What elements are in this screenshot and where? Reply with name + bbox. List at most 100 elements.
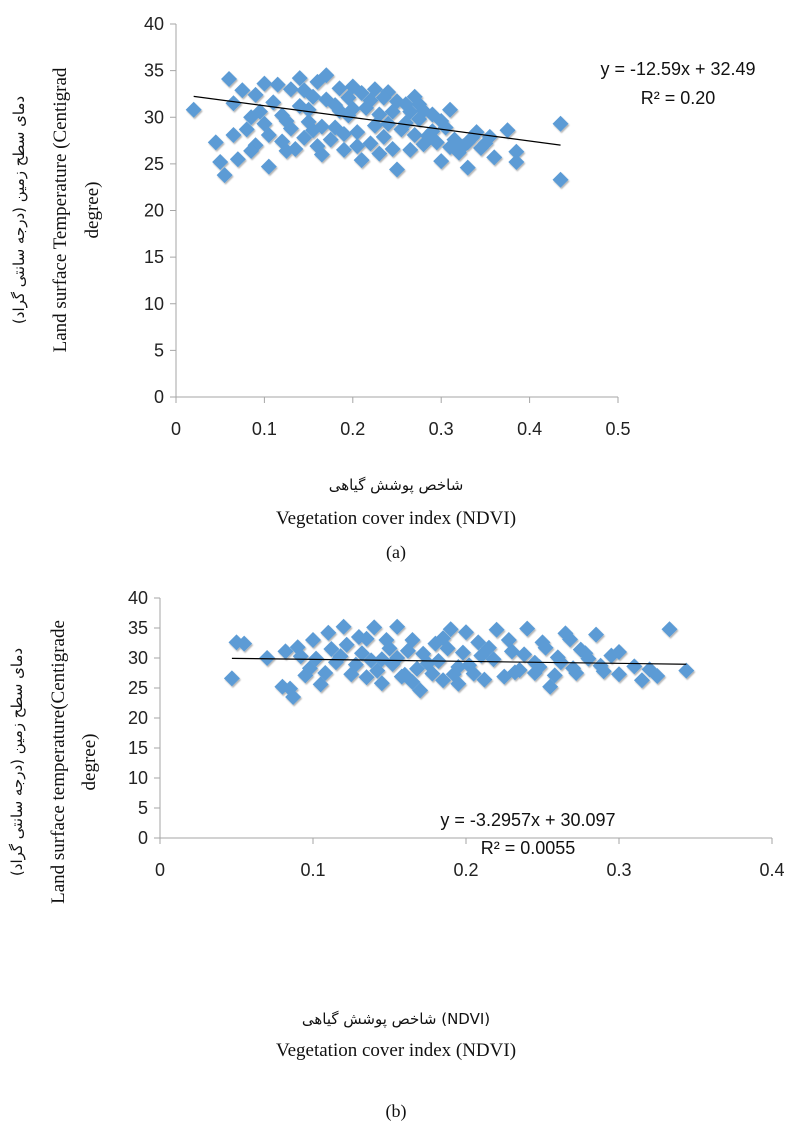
chart-a-point [305,122,322,139]
chart-b-point [393,668,410,685]
chart-a-caption: (a) [386,542,406,563]
chart-a-point [349,124,366,141]
chart-a-ylabel-fa: دمای سطح زمین (درجه سانتی گراد) [10,96,28,324]
chart-a-x-tick-label: 0.3 [429,419,454,439]
chart-b-point [546,667,563,684]
chart-b-y-tick-label: 25 [128,678,148,698]
chart-b-y-tick-label: 15 [128,738,148,758]
chart-b-x-tick-label: 0.2 [453,860,478,880]
chart-b-point [476,671,493,688]
chart-a-point [472,140,489,157]
chart-a-point [389,161,405,178]
chart-a-point [274,107,291,124]
chart-b-point [424,665,441,682]
chart-a-trendline [193,95,561,146]
chart-a-point [318,91,335,108]
chart-a-y-tick-label: 30 [144,107,164,127]
chart-b-point [592,657,609,674]
chart-b-point [519,620,536,637]
chart-a-point [486,149,503,166]
chart-b-point [277,643,294,660]
chart-a-point [380,115,397,132]
chart-a-point [442,139,459,156]
chart-b-point [537,639,554,656]
chart-b-y-tick-label: 0 [138,828,148,848]
chart-b-y-tick-label: 40 [128,588,148,608]
chart-b-point [562,631,579,648]
chart-b-point [611,644,627,660]
chart-a-point [269,76,286,93]
chart-b-y-tick-label: 20 [128,708,148,728]
chart-b-point [320,624,337,641]
chart-b-point [223,670,240,687]
chart-a-point [393,121,410,138]
chart-a-point [185,101,202,118]
chart-a-point [353,85,370,102]
chart-a-point [225,126,242,143]
chart-a-point [552,115,569,132]
chart-b-equation: y = -3.2957x + 30.097 [440,810,615,830]
chart-a-point [433,153,450,170]
chart-a-point [256,75,273,92]
chart-a-point [247,86,264,103]
chart-b-ylabel-line-2: degree) [79,734,100,791]
chart-b-x-tick-label: 0.4 [759,860,784,880]
chart-a-point [340,89,357,106]
chart-b-xlabel: Vegetation cover index (NDVI) [276,1040,516,1061]
chart-a-point [481,128,498,145]
chart-a-y-tick-label: 25 [144,154,164,174]
chart-b-point [442,621,459,638]
chart-b-point [435,630,452,647]
chart-a-point [371,106,388,123]
chart-a-x-tick-label: 0.4 [517,419,542,439]
chart-a-x-tick-label: 0.5 [605,419,630,439]
chart-b-x-tick-label: 0.3 [606,860,631,880]
chart-a-point [375,89,392,106]
chart-a-point [433,112,450,129]
chart-a-point [212,154,229,171]
chart-b-point [678,662,695,679]
chart-a-y-tick-label: 40 [144,14,164,34]
chart-b-y-tick-label: 5 [138,798,148,818]
chart-b-point [366,619,383,636]
chart-a-point [411,96,428,113]
chart-b-point [577,645,594,662]
chart-b-point [450,675,467,692]
chart-b-point [568,665,585,681]
chart-a-point [225,95,242,112]
chart-b-point [323,641,340,657]
chart-a-point [362,135,379,152]
chart-b-point [373,675,390,692]
chart-a-point [389,93,405,110]
chart-a: 0 5 10 15 20 25 30 35 40 0 0.1 0.2 0.3 0.4 0.5 y = -12… [10,14,756,563]
chart-b: 0 5 10 15 20 25 30 35 40 0 0.1 0.2 0.3 0.4 y = -3.295… [8,588,785,1122]
chart-a-point [229,151,246,168]
chart-a-point [251,103,268,120]
chart-a-x-tick-label: 0.1 [252,419,277,439]
chart-b-point [317,665,334,681]
chart-b-x-tick-label: 0 [155,860,165,880]
chart-a-y-tick-label: 35 [144,61,164,81]
chart-b-point [369,662,386,679]
chart-a-y-tick-label: 15 [144,247,164,267]
chart-a-point [384,140,401,157]
chart-a-point [221,71,238,88]
chart-a-point [442,101,459,118]
chart-a-point [508,154,525,171]
chart-a-point [313,146,330,163]
chart-b-ylabel-fa: دمای سطح زمین (درجه سانتی گراد) [8,648,26,876]
chart-a-point [358,99,375,116]
chart-b-point [292,648,309,665]
chart-b-point [526,665,543,681]
chart-a-xlabel-fa: شاخص پوشش گیاهی [329,476,464,495]
chart-b-xlabel-fa: شاخص پوشش گیاهی (NDVI) [302,1010,490,1029]
chart-b-point [435,672,452,689]
chart-a-point [282,120,299,137]
chart-a-point [260,158,277,175]
chart-b-y-tick-label: 30 [128,648,148,668]
chart-a-point [296,82,313,99]
chart-a-point [406,126,423,143]
chart-a-ylabel-line-2: degree) [82,182,103,239]
chart-a-point [309,73,326,90]
